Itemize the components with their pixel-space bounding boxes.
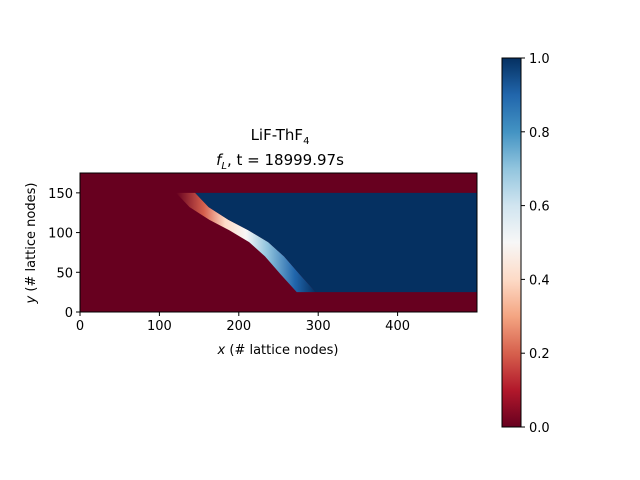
- y-axis-label: y (# lattice nodes): [24, 183, 39, 305]
- colorbar-axis: 0.0 0.2 0.4 0.6 0.8 1.0: [521, 52, 550, 436]
- x-tick-label: 300: [306, 319, 331, 334]
- y-tick-label: 100: [48, 227, 73, 242]
- plot-frame: [79, 172, 478, 313]
- chart-subtitle: fL, t = 18999.97s: [216, 151, 344, 172]
- colorbar-tick-label: 0.0: [529, 421, 550, 436]
- x-axis-label: x (# lattice nodes): [217, 343, 339, 358]
- y-tick-label: 50: [56, 266, 73, 281]
- heatmap-liquid-region: [195, 192, 477, 293]
- x-tick-label: 100: [147, 319, 172, 334]
- chart-title: LiF-ThF4: [251, 126, 310, 147]
- y-tick-label: 150: [48, 187, 73, 202]
- heatmap-transition-region: [176, 192, 316, 293]
- colorbar-tick-label: 0.2: [529, 347, 550, 362]
- y-axis: 0 50 100 150: [48, 187, 80, 321]
- y-tick-label: 0: [65, 306, 73, 321]
- x-tick-label: 0: [76, 319, 84, 334]
- x-tick-label: 200: [226, 319, 251, 334]
- colorbar-tick-label: 0.8: [529, 126, 550, 141]
- x-tick-label: 400: [385, 319, 410, 334]
- colorbar-tick-label: 1.0: [529, 52, 550, 67]
- colorbar-tick-label: 0.4: [529, 273, 550, 288]
- colorbar-tick-label: 0.6: [529, 200, 550, 215]
- x-axis: 0 100 200 300 400: [76, 312, 410, 334]
- colorbar: [501, 57, 522, 428]
- heatmap: [80, 173, 477, 312]
